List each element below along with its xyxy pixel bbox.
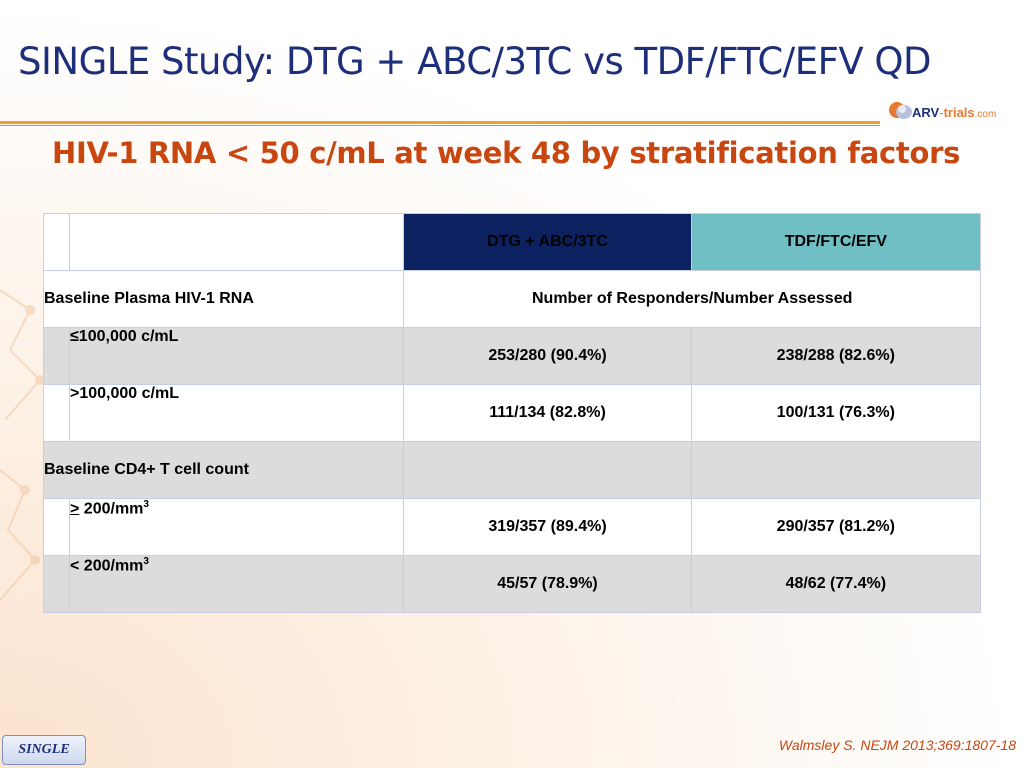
row-label: > 200/mm3: [69, 498, 405, 556]
section-span-label: Number of Responders/Number Assessed: [403, 270, 981, 328]
decorative-molecule-graphic: [0, 289, 45, 601]
lt-symbol: <: [70, 557, 80, 575]
logo-mark-icon: [889, 102, 912, 119]
row-label: < 200/mm3: [69, 555, 405, 613]
logo-dash-text: -: [939, 105, 944, 120]
row-label-text: 200/mm: [79, 500, 144, 518]
title-divider-thin: [0, 125, 880, 126]
table-row: ≤100,000 c/mL 253/280 (90.4%) 238/288 (8…: [42, 327, 982, 385]
tdf-value: 100/131 (76.3%): [690, 384, 982, 442]
header-blank-cell: [69, 213, 405, 271]
superscript: 3: [143, 556, 149, 567]
indent-cell: [42, 555, 71, 613]
tdf-value: 238/288 (82.6%): [690, 327, 982, 385]
tdf-value: 48/62 (77.4%): [690, 555, 982, 613]
empty-cell: [403, 441, 692, 499]
table-row: > 200/mm3 319/357 (89.4%) 290/357 (81.2%…: [42, 498, 982, 556]
table-header-row: DTG + ABC/3TC TDF/FTC/EFV: [42, 213, 982, 271]
empty-cell: [690, 441, 982, 499]
row-label-text: 200/mm: [79, 557, 144, 575]
dtg-value: 253/280 (90.4%): [403, 327, 692, 385]
citation: Walmsley S. NEJM 2013;369:1807-18: [778, 737, 1016, 753]
indent-cell: [42, 327, 71, 385]
indent-cell: [42, 498, 71, 556]
dtg-value: 319/357 (89.4%): [403, 498, 692, 556]
tdf-value: 290/357 (81.2%): [690, 498, 982, 556]
logo-arv-text: ARV: [912, 105, 940, 120]
row-label: >100,000 c/mL: [69, 384, 405, 442]
section-row-cd4: Baseline CD4+ T cell count: [42, 441, 982, 499]
logo-com-text: .com: [974, 109, 997, 120]
ge-symbol: >: [70, 500, 80, 518]
slide-title: SINGLE Study: DTG + ABC/3TC vs TDF/FTC/E…: [18, 40, 932, 83]
header-dtg: DTG + ABC/3TC: [403, 213, 692, 271]
stratification-table: DTG + ABC/3TC TDF/FTC/EFV Baseline Plasm…: [42, 213, 982, 613]
arv-trials-logo: ARV-trials.com: [888, 98, 1018, 128]
dtg-value: 45/57 (78.9%): [403, 555, 692, 613]
header-blank-cell: [42, 213, 71, 271]
header-tdf: TDF/FTC/EFV: [690, 213, 982, 271]
section-label-rna: Baseline Plasma HIV-1 RNA: [42, 270, 405, 328]
title-divider: [0, 121, 880, 124]
logo-wordmark: ARV-trials.com: [912, 105, 996, 120]
table-row: >100,000 c/mL 111/134 (82.8%) 100/131 (7…: [42, 384, 982, 442]
row-label: ≤100,000 c/mL: [69, 327, 405, 385]
section-label-cd4: Baseline CD4+ T cell count: [42, 441, 405, 499]
section-row-rna: Baseline Plasma HIV-1 RNA Number of Resp…: [42, 270, 981, 328]
logo-trials-text: trials: [943, 105, 975, 120]
indent-cell: [42, 384, 71, 442]
superscript: 3: [143, 499, 149, 510]
slide-subtitle: HIV-1 RNA < 50 c/mL at week 48 by strati…: [52, 136, 961, 170]
dtg-value: 111/134 (82.8%): [403, 384, 692, 442]
study-badge: SINGLE: [2, 735, 86, 765]
table-row: < 200/mm3 45/57 (78.9%) 48/62 (77.4%): [42, 555, 982, 613]
